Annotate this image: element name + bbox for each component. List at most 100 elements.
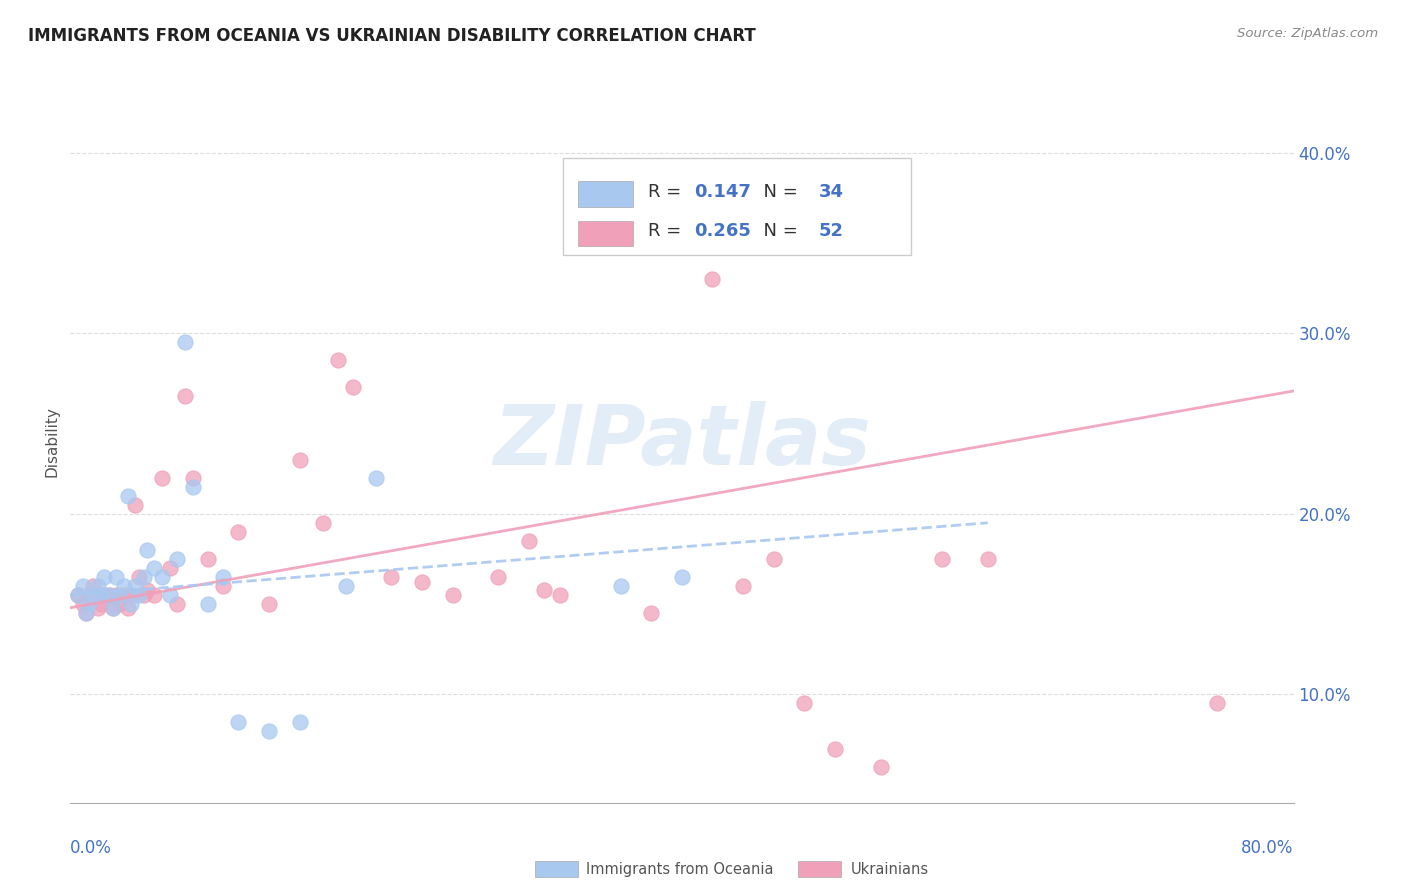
Text: Source: ZipAtlas.com: Source: ZipAtlas.com bbox=[1237, 27, 1378, 40]
Point bbox=[181, 480, 204, 494]
Text: IMMIGRANTS FROM OCEANIA VS UKRAINIAN DISABILITY CORRELATION CHART: IMMIGRANTS FROM OCEANIA VS UKRAINIAN DIS… bbox=[28, 27, 756, 45]
Point bbox=[288, 714, 311, 729]
Point bbox=[671, 570, 693, 584]
FancyBboxPatch shape bbox=[536, 862, 578, 877]
Point bbox=[159, 588, 181, 602]
Point bbox=[143, 561, 166, 575]
Point bbox=[441, 588, 464, 602]
Text: N =: N = bbox=[752, 222, 803, 240]
FancyBboxPatch shape bbox=[578, 181, 633, 207]
Y-axis label: Disability: Disability bbox=[44, 406, 59, 477]
Text: R =: R = bbox=[648, 183, 686, 201]
Point bbox=[112, 588, 135, 602]
Point bbox=[150, 570, 173, 584]
Point bbox=[579, 200, 602, 214]
Point bbox=[311, 516, 333, 530]
Point bbox=[159, 561, 181, 575]
Point bbox=[931, 552, 953, 566]
Point bbox=[166, 597, 188, 611]
Point bbox=[143, 588, 166, 602]
Point bbox=[335, 579, 357, 593]
Text: 80.0%: 80.0% bbox=[1241, 838, 1294, 857]
Text: 0.147: 0.147 bbox=[695, 183, 751, 201]
FancyBboxPatch shape bbox=[564, 158, 911, 255]
Point bbox=[105, 588, 128, 602]
Point bbox=[132, 570, 155, 584]
Point bbox=[288, 452, 311, 467]
FancyBboxPatch shape bbox=[799, 862, 841, 877]
Point bbox=[72, 597, 94, 611]
Point bbox=[66, 588, 89, 602]
Text: 52: 52 bbox=[818, 222, 844, 240]
Point bbox=[671, 218, 693, 232]
Point bbox=[72, 579, 94, 593]
Point bbox=[75, 606, 97, 620]
Point bbox=[82, 579, 104, 593]
Text: R =: R = bbox=[648, 222, 686, 240]
Point bbox=[124, 579, 146, 593]
Text: 34: 34 bbox=[818, 183, 844, 201]
Point bbox=[869, 760, 891, 774]
Point bbox=[228, 714, 250, 729]
Point bbox=[93, 588, 115, 602]
Text: Immigrants from Oceania: Immigrants from Oceania bbox=[586, 862, 773, 877]
Point bbox=[197, 597, 219, 611]
Point bbox=[108, 597, 131, 611]
Point bbox=[166, 552, 188, 566]
Point bbox=[97, 588, 120, 602]
Point bbox=[66, 588, 89, 602]
Point bbox=[976, 552, 998, 566]
Point bbox=[112, 579, 135, 593]
Point bbox=[548, 588, 571, 602]
Point bbox=[533, 582, 555, 597]
Text: ZIPatlas: ZIPatlas bbox=[494, 401, 870, 482]
Point bbox=[411, 575, 433, 590]
Text: 0.0%: 0.0% bbox=[70, 838, 112, 857]
Point bbox=[174, 335, 197, 350]
Point bbox=[87, 600, 110, 615]
Point bbox=[101, 600, 124, 615]
Text: 0.265: 0.265 bbox=[695, 222, 751, 240]
Point bbox=[97, 588, 120, 602]
Point bbox=[793, 697, 815, 711]
Point bbox=[128, 570, 150, 584]
Point bbox=[733, 579, 755, 593]
Point bbox=[366, 471, 388, 485]
Point bbox=[135, 542, 157, 557]
Point bbox=[135, 582, 157, 597]
Point bbox=[212, 570, 235, 584]
Point bbox=[77, 597, 100, 611]
Point bbox=[342, 380, 364, 394]
Point bbox=[117, 489, 139, 503]
Point bbox=[1206, 697, 1229, 711]
Point bbox=[257, 597, 280, 611]
Point bbox=[128, 588, 150, 602]
Point bbox=[257, 723, 280, 738]
Point bbox=[762, 552, 785, 566]
Point bbox=[640, 606, 662, 620]
Point bbox=[488, 570, 510, 584]
Point bbox=[105, 570, 128, 584]
Point bbox=[326, 353, 349, 368]
Point bbox=[517, 533, 540, 548]
Point bbox=[108, 588, 131, 602]
Point bbox=[702, 272, 724, 286]
Point bbox=[117, 600, 139, 615]
Text: Ukrainians: Ukrainians bbox=[851, 862, 929, 877]
Point bbox=[174, 389, 197, 403]
Point bbox=[90, 588, 112, 602]
Point bbox=[197, 552, 219, 566]
Point bbox=[181, 471, 204, 485]
Point bbox=[212, 579, 235, 593]
Point bbox=[824, 741, 846, 756]
Point bbox=[101, 600, 124, 615]
Point bbox=[228, 524, 250, 539]
Text: N =: N = bbox=[752, 183, 803, 201]
Point bbox=[380, 570, 402, 584]
Point bbox=[77, 588, 100, 602]
Point bbox=[132, 588, 155, 602]
Point bbox=[150, 471, 173, 485]
Point bbox=[93, 570, 115, 584]
FancyBboxPatch shape bbox=[578, 220, 633, 246]
Point bbox=[87, 579, 110, 593]
